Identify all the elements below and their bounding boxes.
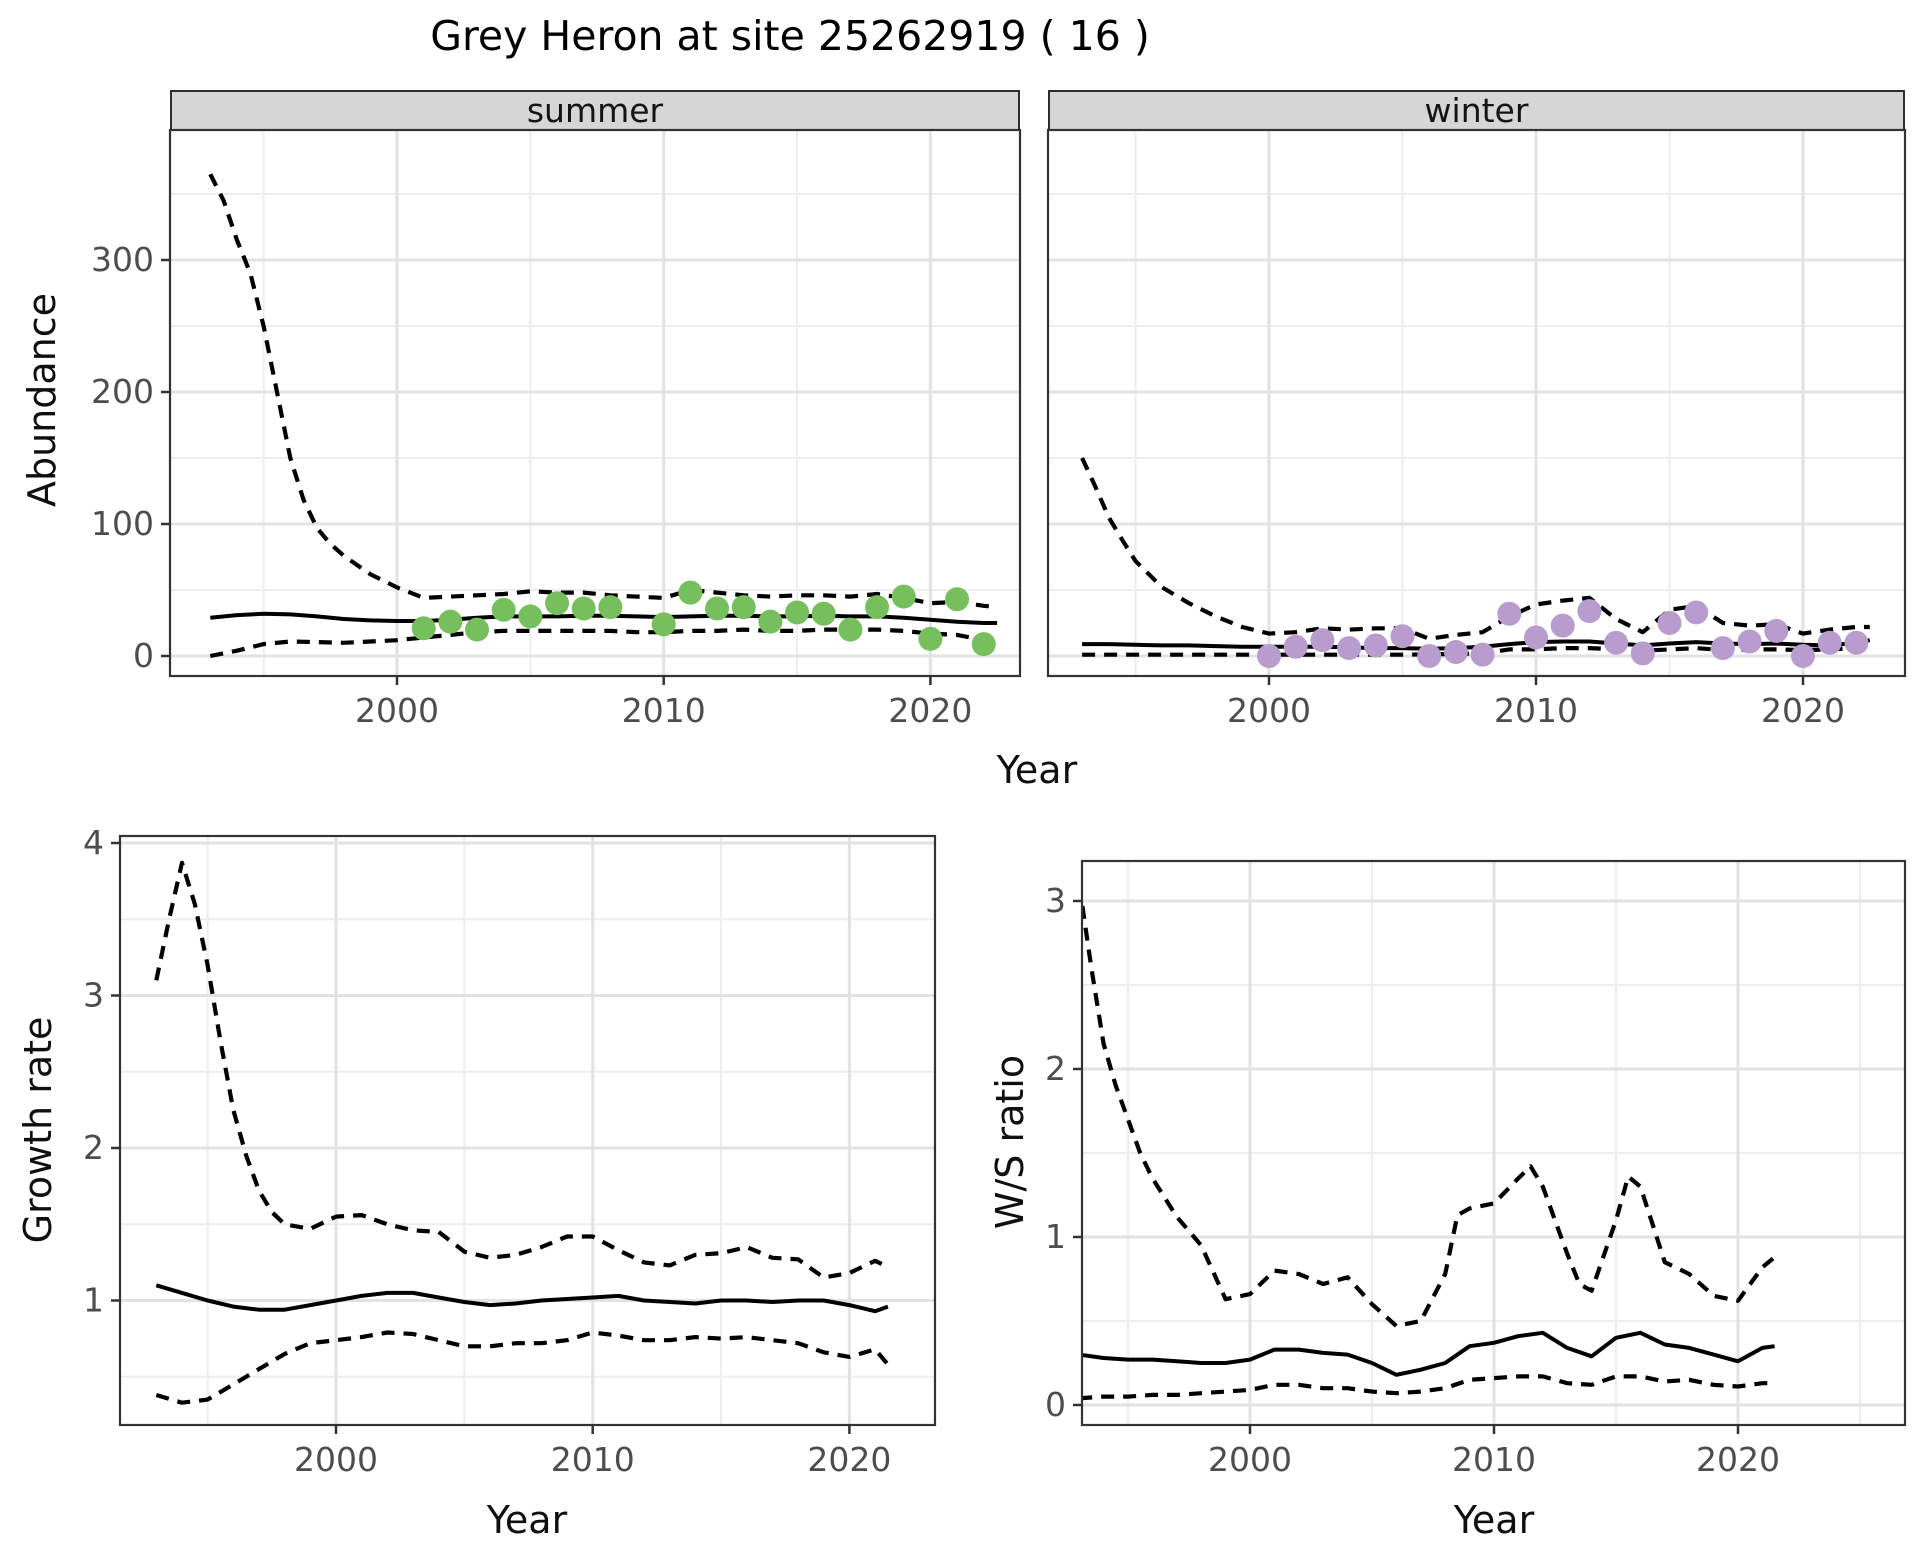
figure-title: Grey Heron at site 25262919 ( 16 )	[430, 12, 1150, 60]
facet-strip-winter-label: winter	[1424, 91, 1529, 130]
svg-text:2010: 2010	[1494, 691, 1578, 730]
svg-text:2010: 2010	[622, 691, 706, 730]
svg-text:200: 200	[91, 372, 154, 411]
top-year-axis-title: Year	[996, 748, 1078, 792]
svg-text:1: 1	[83, 1281, 104, 1320]
facet-strip-summer: summer	[170, 90, 1020, 131]
svg-text:2020: 2020	[807, 1440, 891, 1479]
svg-text:2000: 2000	[355, 691, 439, 730]
svg-text:2: 2	[1045, 1049, 1066, 1088]
svg-text:3: 3	[83, 976, 104, 1015]
svg-text:100: 100	[91, 504, 154, 543]
svg-text:2020: 2020	[1761, 691, 1845, 730]
svg-text:300: 300	[91, 240, 154, 279]
svg-text:0: 0	[133, 636, 154, 675]
facet-strip-summer-label: summer	[526, 91, 664, 130]
svg-text:1: 1	[1045, 1217, 1066, 1256]
facet-strip-winter: winter	[1048, 90, 1905, 131]
svg-text:2010: 2010	[551, 1440, 635, 1479]
svg-text:0: 0	[1045, 1385, 1066, 1424]
svg-text:2020: 2020	[888, 691, 972, 730]
svg-text:2010: 2010	[1452, 1440, 1536, 1479]
svg-text:2000: 2000	[294, 1440, 378, 1479]
svg-text:4: 4	[83, 823, 104, 862]
svg-text:2: 2	[83, 1128, 104, 1167]
svg-text:2000: 2000	[1227, 691, 1311, 730]
svg-text:2020: 2020	[1696, 1440, 1780, 1479]
svg-text:3: 3	[1045, 881, 1066, 920]
svg-text:2000: 2000	[1208, 1440, 1292, 1479]
growth-year-axis-title: Year	[486, 1498, 568, 1542]
ws-year-axis-title: Year	[1453, 1498, 1535, 1542]
